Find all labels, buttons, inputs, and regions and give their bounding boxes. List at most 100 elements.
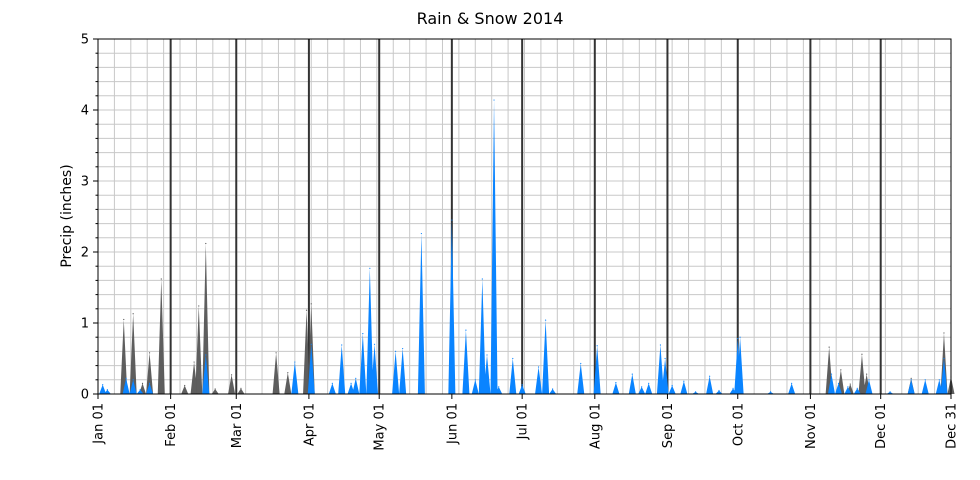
x-tick-label: Oct 01: [731, 403, 746, 446]
data-point: [866, 373, 868, 375]
data-point: [205, 242, 207, 245]
x-tick-label: Sep 01: [661, 403, 676, 448]
data-point: [481, 278, 483, 280]
y-tick-label: 4: [81, 104, 89, 119]
data-point: [868, 379, 870, 381]
chart-title: Rain & Snow 2014: [417, 9, 564, 28]
data-point: [910, 379, 912, 381]
data-point: [737, 338, 739, 340]
x-tick-label: Jun 01: [445, 403, 460, 445]
data-point: [148, 382, 151, 384]
data-point: [861, 353, 863, 355]
x-tick-label: Apr 01: [302, 403, 317, 446]
data-point: [840, 369, 842, 371]
data-point: [486, 354, 488, 356]
data-point: [847, 386, 849, 388]
data-point: [552, 388, 554, 390]
data-point: [648, 382, 650, 384]
data-point: [943, 332, 945, 334]
data-point: [889, 391, 891, 393]
data-point: [732, 387, 734, 389]
data-point: [910, 377, 912, 379]
data-point: [373, 343, 376, 345]
data-point: [641, 386, 643, 388]
data-point: [718, 389, 720, 392]
series-layer: [98, 99, 955, 394]
data-point: [791, 382, 793, 384]
data-point: [402, 347, 404, 350]
data-point: [125, 377, 127, 379]
data-point: [537, 366, 540, 368]
data-point: [132, 379, 134, 381]
data-point: [184, 384, 186, 387]
x-tick-label: Jan 01: [92, 403, 107, 445]
y-tick-label: 1: [81, 317, 89, 332]
y-tick-label: 0: [81, 388, 89, 403]
data-point: [615, 382, 617, 384]
data-point: [240, 387, 242, 389]
data-point: [275, 352, 277, 354]
data-point: [230, 374, 233, 376]
data-point: [493, 99, 495, 101]
plot-frame: [97, 38, 952, 395]
y-tick-label: 2: [81, 246, 89, 261]
data-point: [512, 357, 514, 360]
x-tick-label: Feb 01: [164, 403, 179, 447]
data-point: [102, 384, 104, 386]
data-point: [739, 336, 741, 338]
data-point: [664, 357, 666, 360]
axes-frame: [97, 38, 952, 395]
data-point: [139, 389, 141, 391]
data-point: [451, 219, 453, 221]
x-tick-label: Dec 01: [874, 403, 889, 449]
data-point: [141, 382, 144, 384]
data-point: [123, 318, 125, 321]
data-point: [310, 343, 312, 345]
data-point: [198, 305, 200, 307]
data-point: [193, 361, 195, 363]
data-point: [395, 350, 397, 352]
data-point: [837, 382, 840, 384]
data-point: [659, 344, 662, 346]
data-point: [580, 362, 582, 365]
data-point: [544, 319, 547, 321]
data-point: [938, 379, 940, 381]
series-area-path: [98, 243, 955, 394]
data-point: [310, 303, 312, 305]
data-point: [355, 377, 357, 379]
rain-series-area: [98, 99, 951, 394]
x-tick-label: May 01: [373, 403, 388, 451]
data-point: [420, 232, 422, 235]
x-tick-label: Jul 01: [516, 403, 531, 440]
data-point: [369, 267, 371, 269]
data-point: [498, 386, 500, 388]
data-point: [205, 354, 207, 356]
grid-layer: [97, 38, 952, 395]
x-tick-label: Dec 31: [945, 403, 960, 449]
data-point: [769, 391, 772, 393]
data-point: [294, 361, 296, 363]
x-ticks: Jan 01 Feb 01 Mar 01 Apr 01 May 01 Jun 01 Jul …: [92, 394, 960, 451]
data-point: [132, 313, 134, 315]
data-point: [694, 391, 697, 393]
data-point: [214, 388, 216, 390]
x-tick-label: Aug 01: [588, 403, 603, 449]
data-point: [856, 387, 858, 389]
y-axis-label: Precip (inches): [59, 164, 75, 267]
data-point: [305, 309, 308, 311]
data-point: [943, 357, 945, 360]
y-tick-label: 5: [81, 33, 89, 48]
data-point: [341, 344, 343, 346]
data-point: [830, 373, 833, 375]
data-point: [596, 345, 598, 347]
data-point: [709, 375, 711, 377]
x-tick-label: Nov 01: [804, 403, 819, 449]
data-point: [683, 380, 685, 382]
data-point: [474, 379, 476, 381]
data-point: [521, 384, 523, 386]
y-ticks: 0 1 2 3 4 5: [81, 33, 98, 403]
data-point: [631, 373, 633, 375]
data-point: [106, 389, 108, 391]
